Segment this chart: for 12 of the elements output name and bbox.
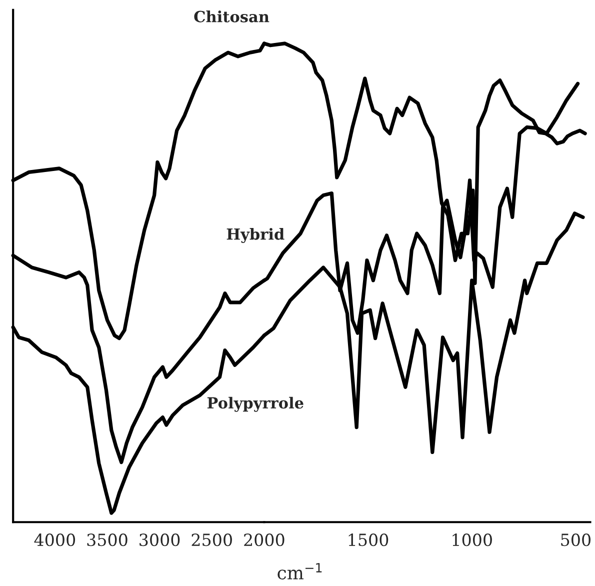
series-label: Polypyrrole — [207, 396, 304, 412]
x-tick-label: 500 — [561, 534, 590, 546]
x-tick-label: 4000 — [34, 534, 76, 546]
x-tick-label: 3500 — [87, 534, 128, 546]
x-tick-label: 2500 — [192, 534, 232, 546]
x-axis-title: cm$^{−1}$ — [278, 563, 322, 580]
series-label: Chitosan — [194, 10, 270, 22]
x-tick-label: 1500 — [348, 534, 388, 546]
x-tick-label: 1000 — [452, 534, 492, 546]
x-tick-label: 3000 — [140, 534, 180, 546]
text: Hybrid — [226, 228, 284, 243]
x-tick-label: 2000 — [244, 534, 284, 546]
